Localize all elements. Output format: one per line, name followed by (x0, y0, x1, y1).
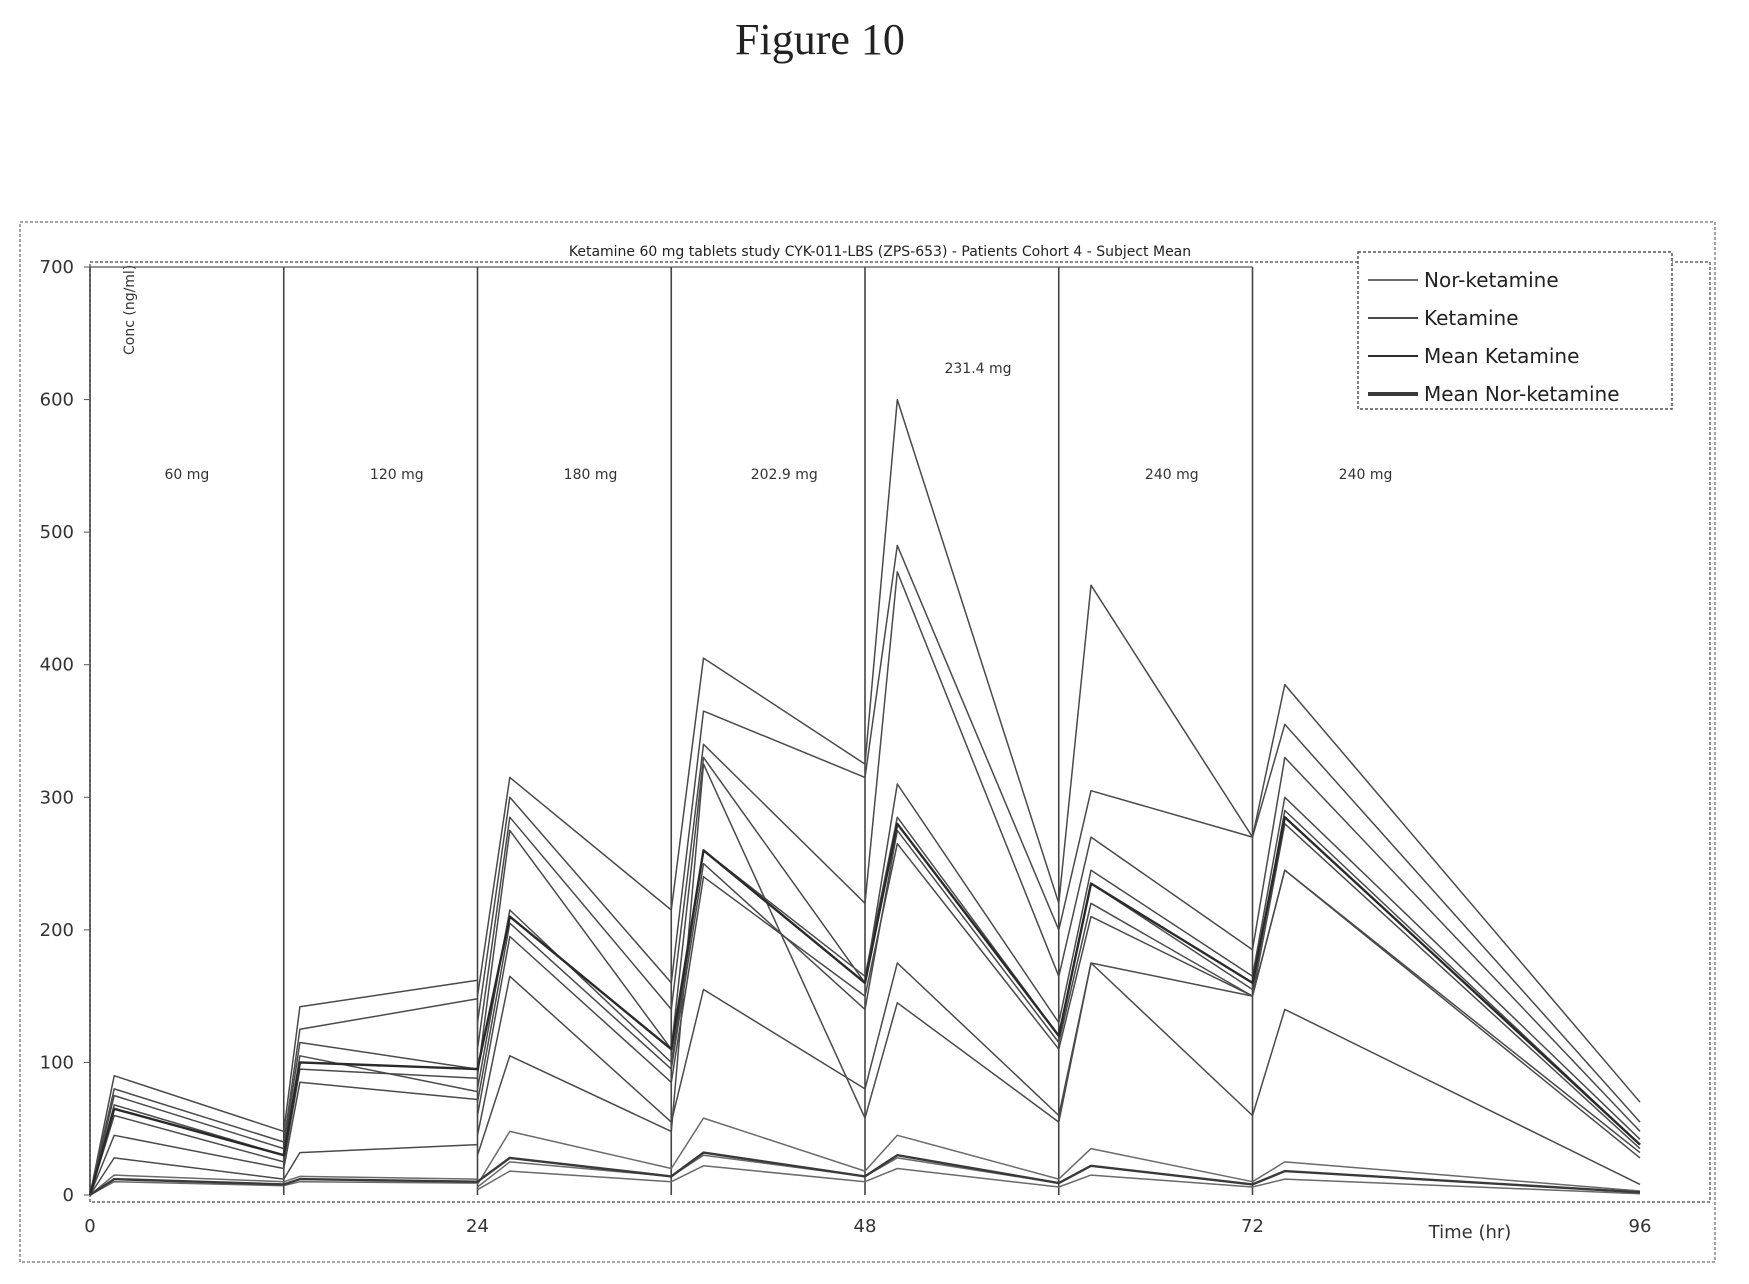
dose-label-1: 120 mg (370, 467, 424, 483)
series-line-7 (476, 398, 1641, 1103)
series-line-21 (88, 816, 1641, 1196)
series-line-10 (476, 756, 1641, 1140)
legend: Nor-ketamine Ketamine Mean Ketamine Mean No… (1357, 251, 1673, 410)
y-tick-label-7: 700 (40, 257, 74, 278)
y-tick-label-4: 400 (40, 655, 74, 676)
y-tick-label-3: 300 (40, 787, 74, 808)
dose-label-2: 180 mg (564, 467, 618, 483)
x-tick-label-1: 24 (466, 1216, 489, 1237)
x-axis-ticks: 0 24 48 72 96 (84, 1216, 1651, 1237)
series-line-1 (89, 998, 478, 1196)
chart-title: Ketamine 60 mg tablets study CYK-011-LBS… (569, 244, 1191, 260)
y-axis-label: Conc (ng/ml) (122, 265, 138, 355)
dose-label-0: 60 mg (164, 467, 209, 483)
y-tick-label-6: 600 (40, 390, 74, 411)
y-tick-label-2: 200 (40, 920, 74, 941)
series-line-8 (476, 544, 1641, 1123)
y-axis-ticks: 0 100 200 300 400 500 600 700 (40, 257, 90, 1206)
series-line-20 (477, 1165, 1641, 1195)
legend-box (1357, 251, 1673, 410)
legend-label-1: Ketamine (1424, 306, 1519, 330)
series-line-22 (89, 1151, 1641, 1197)
series-line-6 (89, 1143, 478, 1196)
series-line-5 (89, 1081, 478, 1196)
chart-outer-frame (19, 221, 1716, 1263)
figure-title: Figure 10 (735, 15, 905, 64)
series-line-17 (89, 1180, 478, 1196)
dose-label-6: 240 mg (1339, 467, 1393, 483)
x-axis-label: Time (hr) (1428, 1222, 1512, 1243)
series-line-12 (476, 823, 1641, 1150)
dose-label-5: 240 mg (1145, 467, 1199, 483)
legend-label-3: Mean Nor-ketamine (1424, 382, 1620, 406)
dose-label-4: 231.4 mg (944, 361, 1011, 377)
y-tick-label-1: 100 (40, 1052, 74, 1073)
dose-label-3: 202.9 mg (751, 467, 818, 483)
series-line-14 (476, 962, 1641, 1186)
series-line-9 (476, 571, 1641, 1132)
series-line-16 (89, 1174, 478, 1196)
series-lines (88, 398, 1641, 1197)
y-tick-label-0: 0 (63, 1185, 74, 1206)
dose-boundary-lines (89, 266, 1254, 1195)
x-tick-label-2: 48 (854, 1216, 877, 1237)
x-tick-label-0: 0 (84, 1216, 95, 1237)
legend-label-2: Mean Ketamine (1424, 344, 1579, 368)
series-line-4 (89, 1068, 478, 1196)
series-line-18 (476, 1117, 1641, 1192)
y-tick-label-5: 500 (40, 522, 74, 543)
legend-label-0: Nor-ketamine (1424, 268, 1559, 292)
x-tick-label-4: 96 (1629, 1216, 1652, 1237)
series-line-0 (89, 979, 478, 1196)
x-tick-label-3: 72 (1241, 1216, 1264, 1237)
dose-labels: 60 mg 120 mg 180 mg 202.9 mg 231.4 mg 240 mg 2… (164, 361, 1392, 483)
series-line-15 (476, 763, 1641, 1159)
